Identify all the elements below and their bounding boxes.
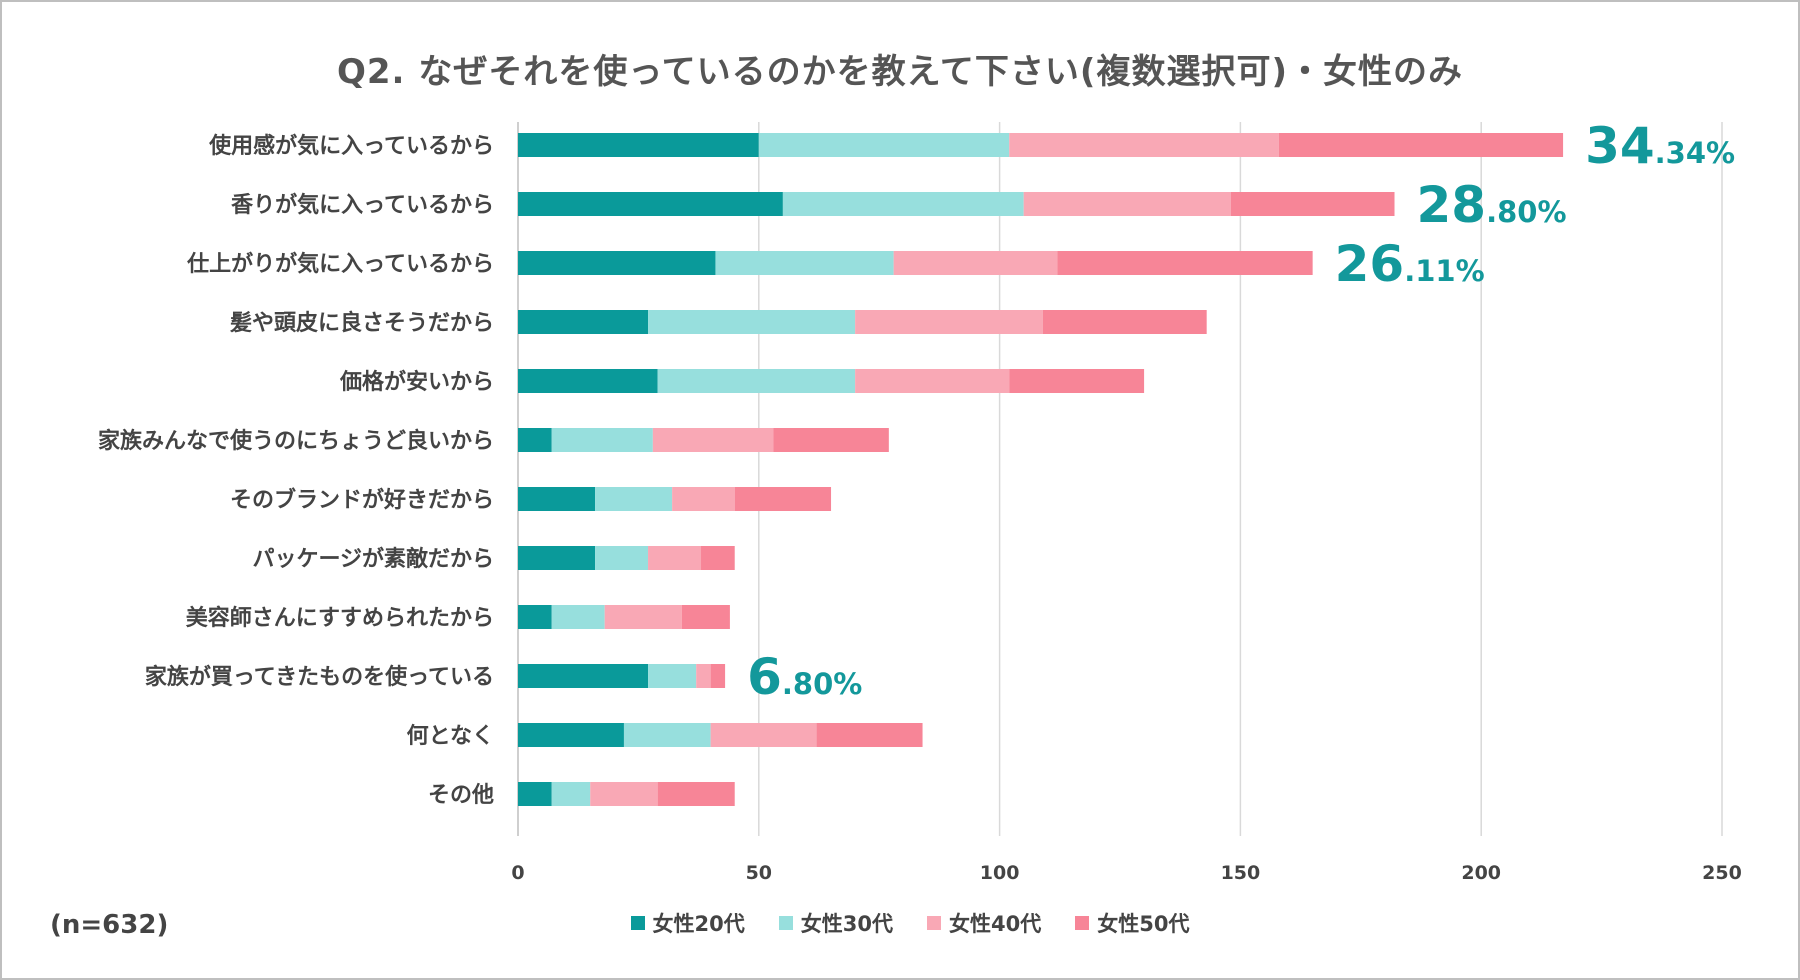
chart-legend: 女性20代 女性30代 女性40代 女性50代 <box>0 908 1800 938</box>
category-label: 価格が安いから <box>339 369 494 395</box>
bar-segment <box>1230 192 1395 216</box>
category-label: 使用感が気に入っているから <box>208 133 494 159</box>
x-tick-label: 100 <box>980 862 1020 884</box>
category-label: 仕上がりが気に入っているから <box>186 251 494 277</box>
percentage-integer: 34 <box>1585 117 1655 175</box>
percentage-integer: 6 <box>747 648 782 706</box>
category-label: その他 <box>428 783 494 808</box>
category-label: 何となく <box>407 723 494 749</box>
bar-segment <box>518 487 596 511</box>
percentage-decimal: .80% <box>1486 195 1566 229</box>
bar-segment <box>710 723 817 747</box>
bar-segment <box>1009 133 1279 157</box>
x-tick-label: 250 <box>1702 862 1742 884</box>
legend-label: 女性20代 <box>652 912 745 936</box>
percentage-annotation: 28.80% <box>1417 176 1567 234</box>
chart-title: Q2. なぜそれを使っているのかを教えて下さい(複数選択可)・女性のみ <box>337 52 1463 92</box>
legend-swatch <box>927 916 941 930</box>
legend-label: 女性50代 <box>1097 912 1190 936</box>
bar-segment <box>595 487 673 511</box>
bar-segment <box>715 251 894 275</box>
legend-item: 女性20代 <box>630 908 745 938</box>
bar-segment <box>518 251 716 275</box>
bar-segment <box>652 428 774 452</box>
legend-item: 女性40代 <box>927 908 1041 938</box>
legend-label: 女性40代 <box>949 912 1042 936</box>
bar-segment <box>855 369 1010 393</box>
bar-segment <box>518 369 658 393</box>
bar-segment <box>518 310 649 334</box>
bar-segment <box>710 664 726 688</box>
bar-segment <box>518 133 759 157</box>
x-tick-label: 200 <box>1461 862 1501 884</box>
bar-segment <box>734 487 832 511</box>
bar-segment <box>1009 369 1145 393</box>
bar-segment <box>604 605 682 629</box>
bar-segment <box>518 546 596 570</box>
bar-segment <box>551 605 605 629</box>
percentage-annotation: 34.34% <box>1585 117 1735 175</box>
percentage-integer: 28 <box>1417 176 1487 234</box>
bar-segment <box>551 782 591 806</box>
bar-segment <box>518 664 649 688</box>
bar-segment <box>595 546 649 570</box>
bar-segment <box>893 251 1058 275</box>
bar-segment <box>1042 310 1207 334</box>
legend-swatch <box>630 916 645 930</box>
category-label: 香りが気に入っているから <box>231 192 494 218</box>
bar-segment <box>1278 133 1564 157</box>
percentage-decimal: .80% <box>782 667 862 701</box>
x-tick-label: 150 <box>1221 862 1261 884</box>
bar-segment <box>518 428 552 452</box>
legend-label: 女性30代 <box>800 912 893 936</box>
bar-segment <box>696 664 711 688</box>
bar-segment <box>701 546 735 570</box>
bar-segment <box>518 192 783 216</box>
percentage-integer: 26 <box>1335 235 1405 293</box>
percentage-decimal: .34% <box>1655 136 1735 170</box>
category-label: 美容師さんにすすめられたから <box>186 605 494 631</box>
bar-segment <box>773 428 889 452</box>
legend-item: 女性50代 <box>1075 908 1189 938</box>
bar-segment <box>758 133 1010 157</box>
x-tick-label: 50 <box>746 862 772 884</box>
bar-segment <box>648 664 697 688</box>
bar-segment <box>855 310 1043 334</box>
bar-segment <box>657 369 856 393</box>
category-label: パッケージが素敵だから <box>252 546 494 572</box>
bar-segment <box>648 310 856 334</box>
bar-segment <box>518 723 624 747</box>
bar-segment <box>681 605 730 629</box>
bar-segment <box>1057 251 1313 275</box>
bar-segment <box>518 782 552 806</box>
bar-segment <box>1023 192 1231 216</box>
category-label: そのブランドが好きだから <box>230 487 494 513</box>
percentage-annotation: 6.80% <box>747 648 862 706</box>
bar-segment <box>672 487 735 511</box>
bar-segment <box>816 723 923 747</box>
bar-segment <box>623 723 711 747</box>
bar-segment <box>551 428 653 452</box>
sample-size-note: (n=632) <box>50 910 169 940</box>
bar-segment <box>648 546 702 570</box>
legend-swatch <box>1075 916 1090 930</box>
percentage-decimal: .11% <box>1404 254 1484 288</box>
category-label: 家族みんなで使うのにちょうど良いから <box>98 428 494 454</box>
percentage-annotation: 26.11% <box>1335 235 1485 293</box>
bar-segment <box>518 605 552 629</box>
x-tick-label: 0 <box>511 862 524 884</box>
legend-swatch <box>778 916 793 930</box>
legend-item: 女性30代 <box>778 908 893 938</box>
bar-segment <box>657 782 735 806</box>
category-label: 家族が買ってきたものを使っている <box>145 664 494 690</box>
bar-segment <box>590 782 658 806</box>
bar-segment <box>782 192 1024 216</box>
category-label: 髪や頭皮に良さそうだから <box>229 310 494 336</box>
